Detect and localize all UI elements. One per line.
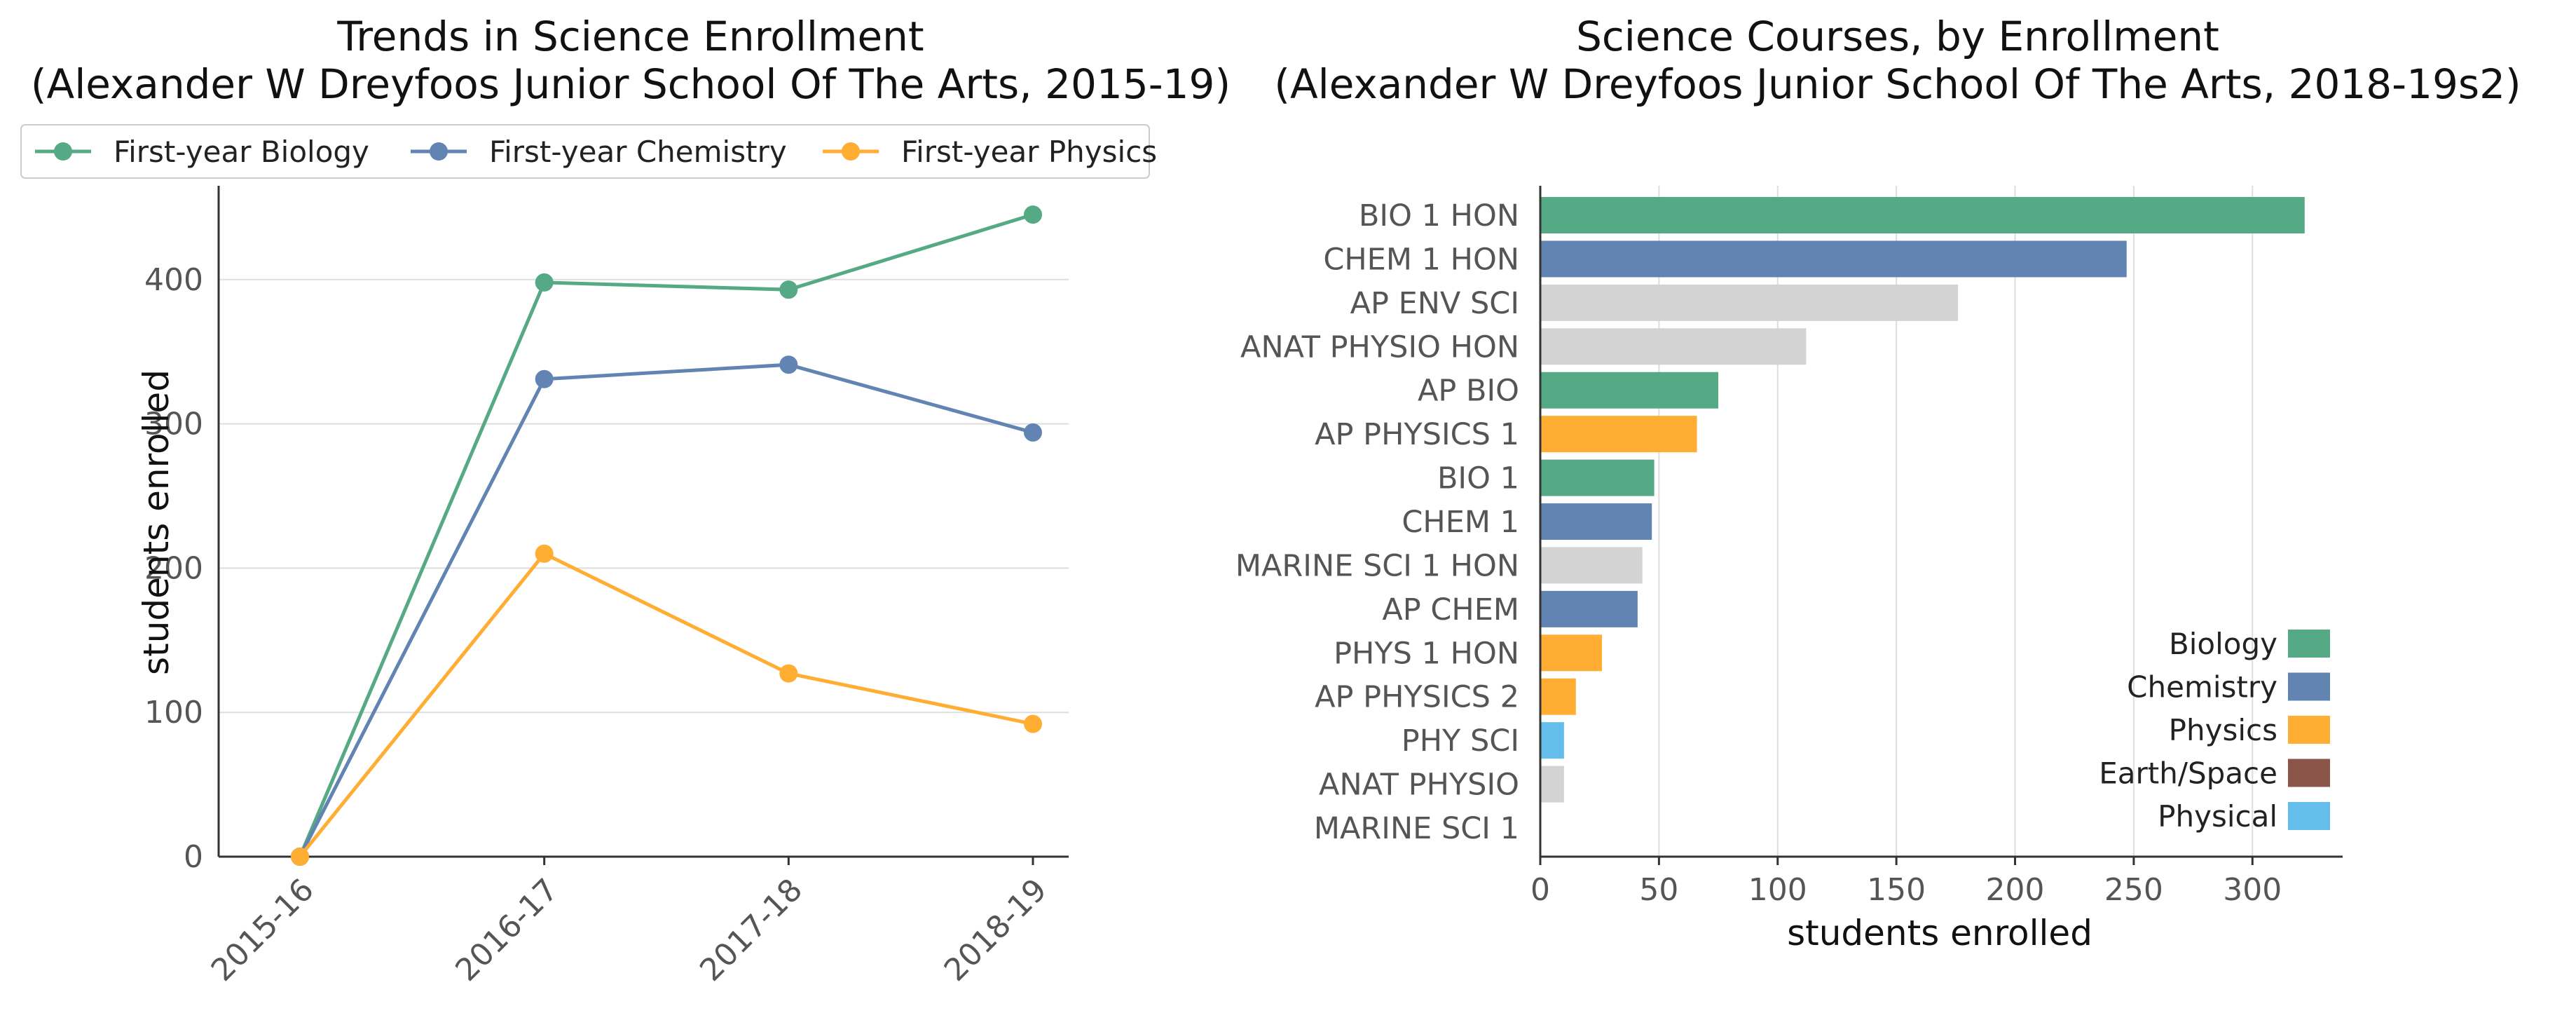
- category-label-marine-sci-1-hon: MARINE SCI 1 HON: [1235, 548, 1519, 583]
- y-tick-label: 300: [144, 407, 203, 442]
- category-label-anat-physio: ANAT PHYSIO: [1319, 768, 1519, 803]
- legend-swatch-chemistry: [2288, 672, 2330, 701]
- legend-swatch-marker: [430, 142, 448, 161]
- series-line-first-year-physics: [299, 551, 1034, 858]
- line-chart-series: [291, 205, 1042, 866]
- bar-chart: Science Courses, by Enrollment (Alexande…: [1235, 13, 2521, 953]
- bar-ap-physics-2: [1540, 678, 1576, 715]
- legend-swatch-physical: [2288, 802, 2330, 830]
- x-tick-label: 200: [1986, 872, 2045, 908]
- category-label-ap-bio: AP BIO: [1418, 374, 1519, 409]
- category-label-bio-1-hon: BIO 1 HON: [1359, 198, 1519, 233]
- bar-chem-1: [1540, 503, 1652, 541]
- x-tick-label: 150: [1867, 872, 1926, 908]
- line-chart-legend: First-year Biology First-year Chemistry Fi…: [20, 124, 1157, 179]
- x-tick-label: 0: [1530, 872, 1550, 908]
- bar-chart-title-line1: Science Courses, by Enrollment: [1576, 13, 2219, 60]
- x-tick-label: 100: [1748, 872, 1807, 908]
- line-chart-title-line2: (Alexander W Dreyfoos Junior School Of T…: [31, 60, 1231, 108]
- legend-entry-biology: Biology: [2169, 627, 2277, 661]
- data-point-first-year-chemistry: [779, 355, 798, 374]
- bar-chart-axes: 0 50 100 150 200 250 300 BIO 1 HON CHEM 1 HON AP …: [1235, 186, 2343, 908]
- data-point-first-year-biology: [779, 280, 798, 299]
- bar-anat-physio: [1540, 766, 1564, 803]
- bar-ap-bio: [1540, 372, 1719, 409]
- legend-frame: [20, 124, 1150, 179]
- category-label-ap-env-sci: AP ENV SCI: [1350, 286, 1519, 321]
- x-tick-label: 2015-16: [205, 872, 321, 988]
- bar-ap-physics-1: [1540, 416, 1697, 453]
- bar-marine-sci-1-hon: [1540, 547, 1643, 584]
- data-point-first-year-physics: [291, 848, 309, 866]
- legend-entry-first-year-physics: First-year Physics: [901, 135, 1157, 169]
- legend-swatch-marker: [54, 142, 72, 161]
- bar-chart-bars: [1540, 197, 2305, 803]
- bar-bio-1: [1540, 459, 1654, 496]
- category-label-bio-1: BIO 1: [1437, 461, 1519, 496]
- legend-entry-chemistry: Chemistry: [2127, 670, 2277, 705]
- x-tick-label: 250: [2104, 872, 2163, 908]
- y-tick-label: 0: [184, 839, 203, 875]
- data-point-first-year-biology: [1024, 205, 1042, 224]
- bar-chart-x-axis-label: students enrolled: [1787, 913, 2092, 953]
- line-chart-gridlines: [219, 278, 1069, 714]
- line-chart-axes: 0 100 200 300 400 2015-16 2016-17 2017-18 2018-1…: [144, 186, 1069, 988]
- category-label-anat-physio-hon: ANAT PHYSIO HON: [1240, 329, 1519, 365]
- bar-phys-1-hon: [1540, 634, 1603, 672]
- data-point-first-year-physics: [1024, 714, 1042, 733]
- category-label-ap-physics-2: AP PHYSICS 2: [1315, 680, 1519, 715]
- y-tick-label: 400: [144, 262, 203, 298]
- line-chart-y-axis-label: students enrolled: [136, 369, 177, 675]
- bar-chart-title-line2: (Alexander W Dreyfoos Junior School Of T…: [1274, 60, 2521, 108]
- series-line-first-year-biology: [298, 212, 1034, 857]
- category-label-chem-1: CHEM 1: [1402, 505, 1519, 540]
- category-label-ap-physics-1: AP PHYSICS 1: [1315, 417, 1519, 452]
- legend-entry-first-year-biology: First-year Biology: [114, 135, 369, 169]
- bar-bio-1-hon: [1540, 197, 2305, 233]
- legend-swatch-biology: [2288, 630, 2330, 658]
- x-tick-label: 50: [1639, 872, 1678, 908]
- y-tick-label: 100: [144, 695, 203, 730]
- bar-phy-sci: [1540, 722, 1564, 759]
- category-label-phy-sci: PHY SCI: [1402, 723, 1519, 759]
- bar-chart-legend: Biology Chemistry Physics Earth/Space Physic…: [2099, 627, 2330, 834]
- legend-swatch-marker: [842, 142, 860, 161]
- x-tick-label: 300: [2223, 872, 2282, 908]
- data-point-first-year-biology: [535, 273, 554, 292]
- series-line-first-year-chemistry: [298, 362, 1034, 858]
- legend-entry-physics: Physics: [2169, 713, 2277, 747]
- data-point-first-year-physics: [535, 544, 554, 563]
- legend-swatch-earth-space: [2288, 759, 2330, 787]
- category-label-chem-1-hon: CHEM 1 HON: [1323, 242, 1519, 277]
- category-label-phys-1-hon: PHYS 1 HON: [1334, 636, 1519, 671]
- bar-chem-1-hon: [1540, 240, 2127, 278]
- category-label-marine-sci-1: MARINE SCI 1: [1314, 811, 1519, 846]
- x-tick-label: 2017-18: [693, 872, 809, 988]
- legend-entry-physical: Physical: [2158, 799, 2277, 834]
- bar-ap-chem: [1540, 590, 1638, 627]
- data-point-first-year-chemistry: [1024, 423, 1042, 442]
- data-point-first-year-physics: [779, 664, 798, 683]
- bar-ap-env-sci: [1540, 284, 1959, 321]
- line-chart-title-line1: Trends in Science Enrollment: [336, 13, 924, 60]
- data-point-first-year-chemistry: [535, 369, 554, 388]
- legend-entry-earth-space: Earth/Space: [2099, 756, 2277, 791]
- legend-entry-first-year-chemistry: First-year Chemistry: [489, 135, 787, 169]
- bar-anat-physio-hon: [1540, 328, 1807, 365]
- line-chart: Trends in Science Enrollment (Alexander …: [20, 13, 1231, 988]
- y-tick-label: 200: [144, 550, 203, 586]
- x-tick-label: 2018-19: [938, 872, 1054, 988]
- category-label-ap-chem: AP CHEM: [1382, 592, 1519, 627]
- legend-swatch-physics: [2288, 716, 2330, 744]
- x-tick-label: 2016-17: [448, 872, 565, 988]
